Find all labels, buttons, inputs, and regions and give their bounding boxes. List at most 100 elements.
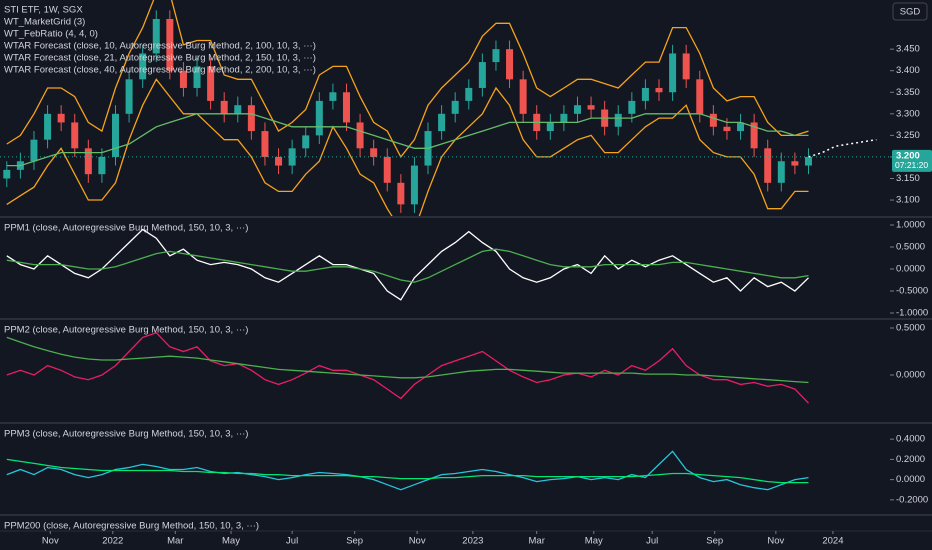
x-tick-label: Mar [167,536,183,547]
candle-body [669,53,677,93]
x-tick-label: Jul [646,536,658,547]
candle-body [804,156,812,166]
candle-body [166,18,174,71]
y-tick-label: 0.0000 [896,474,925,485]
y-tick-label: 3.250 [896,130,920,141]
candle-body [247,105,255,132]
series-line [6,0,809,159]
series-line [6,113,809,167]
x-tick-label: 2024 [822,536,843,547]
candle-body [696,79,704,114]
pane-title: PPM1 (close, Autoregressive Burg Method,… [4,223,248,234]
candle-body [329,92,337,101]
candle-body [234,105,242,114]
candle-body [139,53,147,80]
candle-body [207,66,215,101]
candle-body [737,122,745,132]
candle-body [465,87,473,101]
y-tick-label: 3.400 [896,65,920,76]
candle-body [71,122,79,149]
candle-body [506,49,514,80]
series-line [6,336,809,384]
y-tick-label: 0.0000 [896,264,925,275]
x-tick-label: Sep [346,536,363,547]
x-tick-label: May [222,536,240,547]
candle-body [220,100,228,114]
y-tick-label: 0.4000 [896,434,925,445]
last-price-box [892,149,932,172]
indicator-legend: WTAR Forecast (close, 40, Autoregressive… [4,65,316,76]
candle-body [356,122,364,149]
series-line [6,331,809,404]
candle-body [438,113,446,132]
y-tick-label: 3.450 [896,44,920,55]
candle-body [410,165,418,205]
candle-body [125,79,133,114]
indicator-legend: WTAR Forecast (close, 10, Autoregressive… [4,41,316,52]
candle-body [342,92,350,123]
candle-body [750,122,758,149]
candle-body [3,169,11,179]
y-tick-label: 3.100 [896,195,920,206]
candle-body [370,148,378,157]
candle-body [84,148,92,175]
candle-body [560,113,568,123]
candle-body [777,161,785,183]
pane [6,331,809,404]
series-line [808,138,877,158]
candle-body [587,105,595,110]
y-tick-label: 0.0000 [896,370,925,381]
x-tick-label: 2022 [102,536,123,547]
last-price-label: 3.200 [896,150,920,161]
candle-body [275,156,283,166]
pane [6,228,809,301]
x-tick-label: Jul [286,536,298,547]
y-tick-label: 0.5000 [896,242,925,253]
x-tick-label: May [585,536,603,547]
candle-body [302,135,310,149]
currency-button [892,2,928,21]
y-tick-label: -0.2000 [896,494,928,505]
indicator-legend: WTAR Forecast (close, 21, Autoregressive… [4,53,316,64]
y-tick-label: 3.350 [896,87,920,98]
candle-body [179,70,187,88]
y-tick-label: 1.0000 [896,220,925,231]
y-tick-label: -1.0000 [896,308,928,319]
candle-body [573,105,581,114]
candle-body [682,53,690,80]
pane-title: PPM3 (close, Autoregressive Burg Method,… [4,429,248,440]
chart-title: STI ETF, 1W, SGX [4,5,83,16]
candle-body [723,126,731,132]
candle-body [709,113,717,127]
candle-body [628,100,636,114]
series-line [6,458,809,484]
candle-body [30,139,38,162]
candle-body [397,182,405,205]
candle-body [261,131,269,157]
y-tick-label: 3.300 [896,108,920,119]
indicator-legend: WT_FebRatio (4, 4, 0) [4,29,98,40]
candle-body [764,148,772,183]
candle-body [492,49,500,63]
candle-body [98,156,106,175]
candle-body [546,122,554,132]
pane-title: PPM2 (close, Autoregressive Burg Method,… [4,325,248,336]
x-tick-label: Nov [409,536,426,547]
candle-body [655,87,663,93]
series-line [6,450,809,491]
candle-body [641,87,649,101]
pane [6,450,809,491]
series-line [6,78,809,216]
x-tick-label: Nov [42,536,59,547]
pane-title: PPM200 (close, Autoregressive Burg Metho… [4,521,259,532]
y-tick-label: 0.2000 [896,454,925,465]
y-tick-label: -0.5000 [896,286,928,297]
candle-body [519,79,527,114]
candle-body [44,113,52,140]
candle-body [152,18,160,54]
candle-body [57,113,65,123]
countdown-label: 07:21:20 [895,160,928,170]
candle-body [193,66,201,88]
currency-label: SGD [900,7,921,18]
